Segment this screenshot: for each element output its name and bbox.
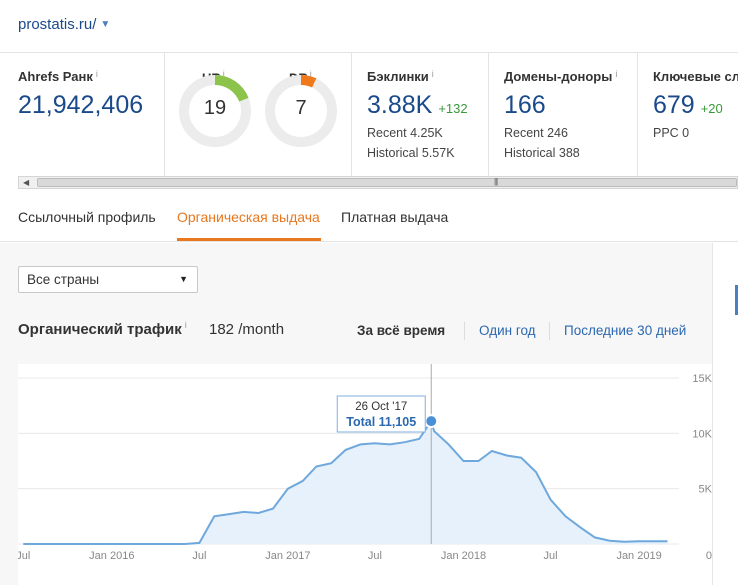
backlinks-historical: Historical 5.57K: [367, 146, 455, 160]
ref-domains-label: Домены-доноры: [504, 69, 613, 84]
tooltip-total: Total 11,105: [346, 415, 416, 429]
info-icon[interactable]: i: [615, 69, 618, 79]
keywords-label: Ключевые сл: [653, 69, 738, 84]
country-select-value: Все страны: [27, 272, 100, 287]
ahrefs-rank-value: 21,942,406: [18, 91, 144, 119]
dr-gauge-ring: [265, 75, 337, 147]
side-accent: [735, 285, 738, 315]
tooltip-box: [336, 395, 426, 433]
traffic-title: Органический трафик: [18, 321, 182, 338]
keywords-ppc: PPC 0: [653, 126, 690, 140]
domain-selector[interactable]: prostatis.ru/ ▼: [18, 16, 110, 33]
active-tab-indicator: [177, 238, 321, 241]
range-all-time[interactable]: За всё время: [357, 323, 446, 338]
x-tick-label: Jul: [368, 550, 382, 562]
metric-backlinks: Бэклинки i 3.88K +132 Recent 4.25K Histori…: [352, 53, 489, 177]
metric-ur-dr: UR i 19 DR i 7: [165, 53, 352, 177]
range-divider: [549, 322, 550, 340]
x-tick-label: Jul: [18, 550, 30, 562]
x-tick-label: Jan 2016: [89, 550, 134, 562]
y-tick-label: 5K: [699, 484, 712, 496]
organic-traffic-chart[interactable]: 15K 10K 5K 0 Jul Jan 2016 Jul Jan 2017 Jul Jan 20…: [18, 364, 712, 585]
side-panel-edge: [712, 243, 738, 585]
series-line: [23, 418, 668, 545]
info-icon[interactable]: i: [431, 69, 434, 79]
scrollbar-thumb[interactable]: |||: [37, 177, 737, 187]
x-tick-label: Jul: [544, 550, 558, 562]
scroll-left-arrow-icon[interactable]: ◀: [23, 178, 30, 187]
chart-svg: 15K 10K 5K 0 Jul Jan 2016 Jul Jan 2017 Jul Jan 20…: [18, 364, 712, 562]
metric-keywords: Ключевые сл 679 +20 PPC 0: [638, 53, 738, 177]
range-one-year[interactable]: Один год: [479, 323, 536, 338]
info-icon[interactable]: i: [95, 69, 98, 79]
series-area: [23, 421, 668, 544]
traffic-value: 182 /month: [209, 321, 285, 338]
backlinks-recent: Recent 4.25K: [367, 126, 443, 140]
keywords-value[interactable]: 679: [653, 91, 695, 119]
x-tick-label: Jan 2019: [616, 550, 661, 562]
country-select[interactable]: Все страны ▼: [18, 266, 198, 293]
y-tick-label: 15K: [692, 373, 712, 385]
x-tick-label: Jul: [192, 550, 206, 562]
domain-name: prostatis.ru/: [18, 16, 97, 33]
info-icon[interactable]: i: [222, 69, 225, 79]
tab-link-profile[interactable]: Ссылочный профиль: [18, 209, 156, 225]
hover-point: [424, 414, 439, 429]
dr-gauge: 7: [263, 73, 339, 149]
ur-gauge-ring: [179, 75, 251, 147]
horizontal-scrollbar[interactable]: ◀ |||: [18, 176, 738, 189]
ref-domains-recent: Recent 246: [504, 126, 568, 140]
dr-value: 7: [295, 97, 307, 119]
metrics-bar: Ahrefs Ранк i 21,942,406 UR i 19 DR i 7 Бэк…: [0, 52, 738, 177]
metric-ref-domains: Домены-доноры i 166 Recent 246 Historical…: [489, 53, 638, 177]
y-tick-label: 0: [706, 550, 712, 562]
tab-organic-search[interactable]: Органическая выдача: [177, 209, 320, 225]
metric-ahrefs-rank: Ahrefs Ранк i 21,942,406: [0, 53, 165, 177]
keywords-delta[interactable]: +20: [700, 101, 723, 116]
range-last-30-days[interactable]: Последние 30 дней: [564, 323, 687, 338]
range-divider: [464, 322, 465, 340]
backlinks-label: Бэклинки: [367, 69, 429, 84]
info-icon[interactable]: i: [309, 69, 312, 79]
tab-bar: Ссылочный профиль Органическая выдача Пл…: [0, 198, 738, 242]
y-tick-label: 10K: [692, 428, 712, 440]
ref-domains-historical: Historical 388: [504, 146, 580, 160]
ref-domains-value[interactable]: 166: [504, 91, 546, 119]
backlinks-value[interactable]: 3.88K: [367, 91, 433, 119]
ur-gauge: 19: [177, 73, 253, 149]
info-icon[interactable]: i: [184, 320, 187, 330]
grip-icon: |||: [494, 177, 498, 186]
tab-paid-search[interactable]: Платная выдача: [341, 209, 449, 225]
ur-value: 19: [203, 97, 227, 119]
backlinks-delta[interactable]: +132: [438, 101, 468, 116]
ahrefs-rank-label: Ahrefs Ранк: [18, 69, 93, 84]
x-tick-label: Jan 2017: [265, 550, 310, 562]
tooltip-date: 26 Oct '17: [355, 401, 407, 413]
dropdown-arrow-icon: ▼: [179, 274, 188, 284]
caret-down-icon[interactable]: ▼: [100, 19, 111, 30]
x-tick-label: Jan 2018: [441, 550, 486, 562]
